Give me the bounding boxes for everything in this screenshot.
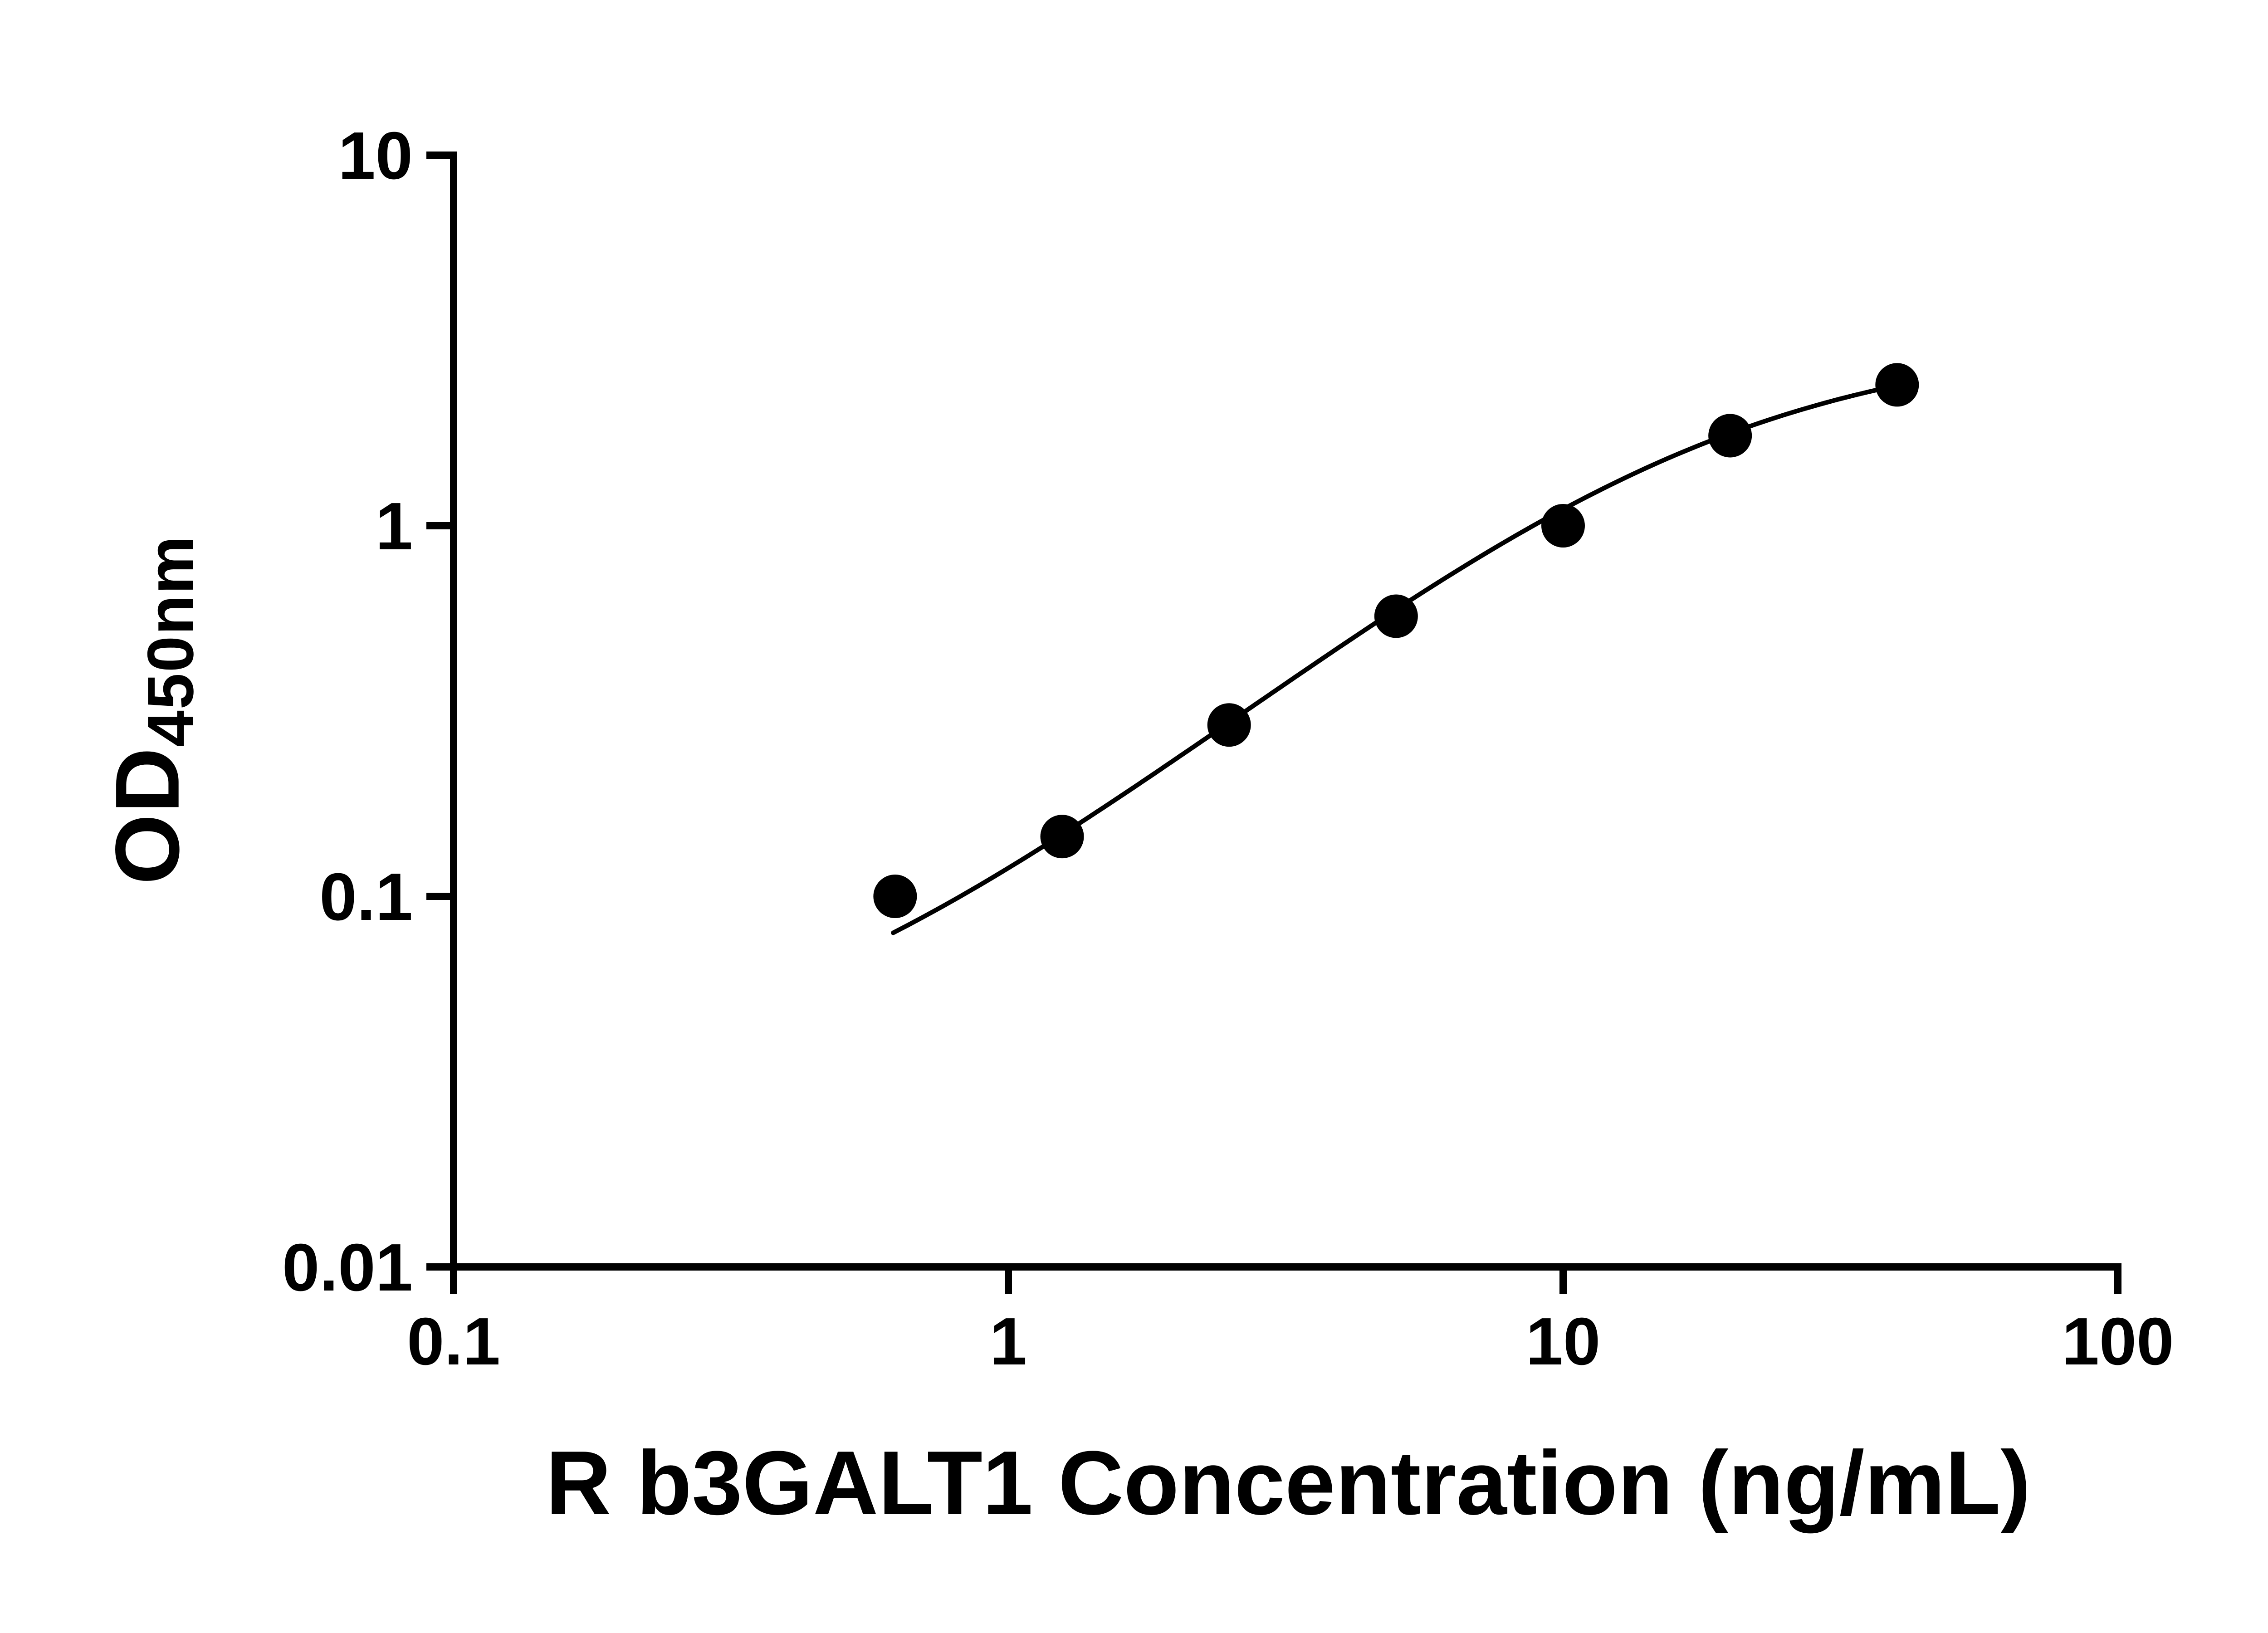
data-point: [1040, 815, 1084, 859]
data-point: [1541, 504, 1585, 548]
x-tick-label: 10: [1526, 1304, 1601, 1379]
data-point: [873, 875, 917, 918]
y-tick-label: 1: [376, 489, 413, 564]
data-point: [1374, 594, 1418, 638]
y-tick-label: 0.01: [282, 1230, 413, 1305]
data-point: [1708, 414, 1752, 458]
y-tick-label: 0.1: [319, 860, 413, 934]
x-axis-title: R b3GALT1 Concentration (ng/mL): [546, 1433, 2031, 1534]
y-axis-title: OD450nm: [96, 535, 209, 885]
data-point: [1875, 363, 1919, 407]
data-point: [1207, 703, 1251, 747]
y-axis-title-subscript: 450nm: [134, 535, 207, 747]
x-tick-label: 1: [990, 1304, 1027, 1379]
fit-curve: [891, 383, 1900, 935]
y-axis-title-main: OD: [97, 747, 198, 885]
x-tick-label: 0.1: [407, 1304, 500, 1379]
x-tick-label: 100: [2062, 1304, 2174, 1379]
y-tick-label: 10: [338, 118, 413, 193]
